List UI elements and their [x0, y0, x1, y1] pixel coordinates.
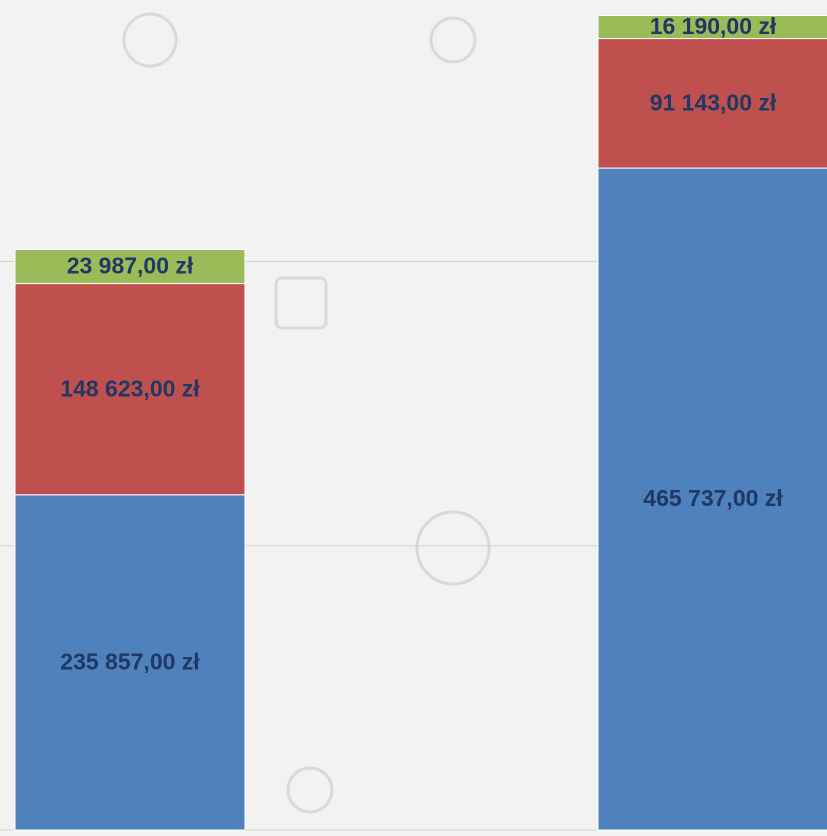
data-label: 148 623,00 zł [60, 375, 200, 401]
chart: 235 857,00 zł 148 623,00 zł 23 987,00 zł 46… [0, 0, 827, 836]
data-label: 16 190,00 zł [650, 13, 777, 39]
data-label: 91 143,00 zł [650, 89, 777, 115]
data-label: 465 737,00 zł [643, 485, 783, 511]
page: 235 857,00 zł 148 623,00 zł 23 987,00 zł 46… [0, 0, 827, 836]
data-label: 235 857,00 zł [60, 648, 200, 674]
data-label: 23 987,00 zł [67, 253, 194, 279]
